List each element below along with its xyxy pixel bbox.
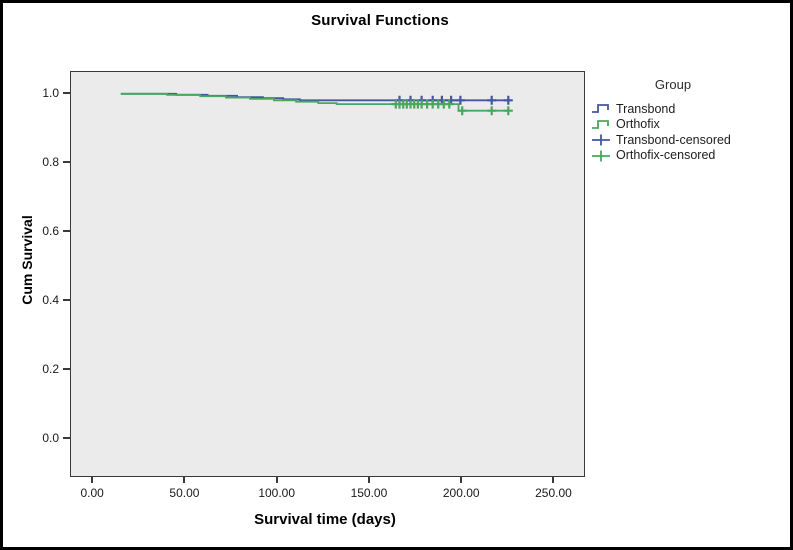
legend-title: Group [654, 77, 692, 92]
legend-item-transbond-censored: Transbond-censored [591, 132, 776, 148]
legend-item-transbond: Transbond [591, 101, 776, 117]
x-tick-label: 0.00 [80, 486, 104, 500]
x-tick-mark [460, 476, 463, 483]
y-tick-mark [63, 160, 70, 163]
legend-item-orthofix-censored: Orthofix-censored [591, 148, 776, 164]
x-tick-label: 250.00 [535, 486, 572, 500]
legend-label: Transbond [616, 101, 676, 116]
x-tick-label: 50.00 [169, 486, 200, 500]
y-tick-label: 0.2 [42, 361, 59, 376]
x-tick-mark [183, 476, 186, 483]
survival-plot-canvas [120, 92, 513, 116]
legend-label: Orthofix-censored [616, 148, 716, 163]
x-tick-label: 150.00 [350, 486, 388, 500]
legend: Group Transbond Orthofix Transbond-censore… [591, 77, 776, 163]
x-tick-mark [275, 476, 278, 483]
y-tick-mark [63, 367, 70, 370]
y-tick-mark [63, 298, 70, 301]
y-tick-mark [63, 229, 70, 232]
x-tick-mark [552, 476, 555, 483]
plot-area [70, 71, 585, 477]
step-line-icon [592, 119, 609, 129]
censored-plus-icon [592, 150, 610, 162]
x-tick-mark [367, 476, 370, 483]
y-tick-mark [63, 437, 70, 440]
y-tick-label: 0.0 [42, 431, 59, 446]
legend-label: Orthofix [616, 117, 660, 132]
legend-item-orthofix: Orthofix [591, 117, 776, 133]
y-axis-label: Cum Survival [19, 215, 35, 305]
y-tick-label: 0.6 [42, 223, 59, 238]
x-tick-label: 100.00 [258, 486, 296, 500]
legend-rows: Transbond Orthofix Transbond-censored Ortho… [591, 101, 776, 163]
legend-label: Transbond-censored [616, 132, 731, 147]
censored-markers-orthofix [391, 99, 513, 116]
censored-plus-icon [592, 134, 610, 146]
y-tick-label: 0.4 [42, 292, 59, 307]
chart-title: Survival Functions [311, 12, 449, 29]
y-tick-label: 1.0 [42, 85, 59, 100]
x-tick-label: 200.00 [442, 486, 480, 500]
y-tick-mark [63, 91, 70, 94]
y-tick-label: 0.8 [42, 154, 59, 169]
step-line-icon [592, 104, 609, 114]
survival-curve-orthofix [120, 92, 509, 112]
x-tick-mark [91, 476, 94, 483]
x-axis-label: Survival time (days) [254, 511, 396, 528]
